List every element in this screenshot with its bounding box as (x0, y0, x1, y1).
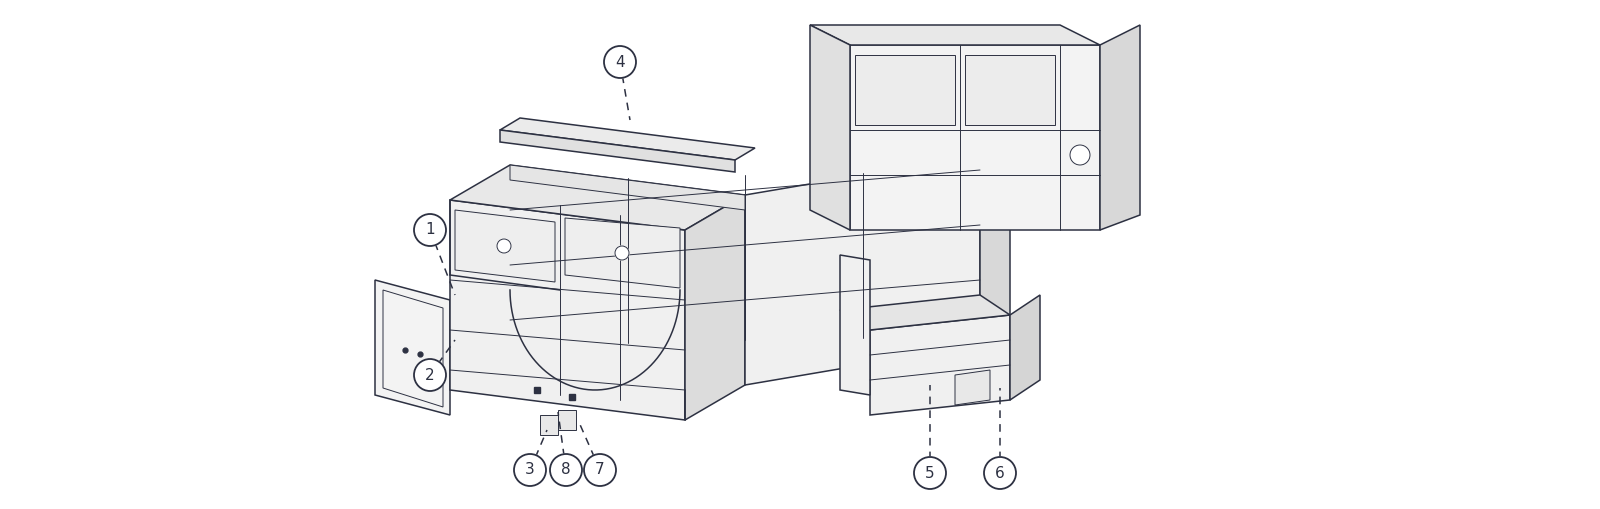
Polygon shape (810, 25, 850, 230)
Circle shape (984, 457, 1016, 489)
Polygon shape (558, 410, 576, 430)
Polygon shape (382, 290, 443, 407)
Polygon shape (499, 118, 755, 160)
Polygon shape (955, 370, 990, 405)
Polygon shape (854, 55, 955, 125)
Text: 4: 4 (614, 54, 626, 70)
Circle shape (605, 46, 637, 78)
Polygon shape (746, 155, 979, 385)
Circle shape (414, 359, 446, 391)
Polygon shape (840, 295, 1010, 330)
Text: 7: 7 (595, 463, 605, 477)
Circle shape (514, 454, 546, 486)
Text: 2: 2 (426, 367, 435, 382)
Polygon shape (565, 218, 680, 288)
Circle shape (414, 214, 446, 246)
Polygon shape (965, 55, 1054, 125)
Circle shape (914, 457, 946, 489)
Text: 3: 3 (525, 463, 534, 477)
Polygon shape (870, 315, 1010, 415)
Polygon shape (454, 210, 555, 282)
Circle shape (584, 454, 616, 486)
Polygon shape (510, 165, 746, 210)
Polygon shape (450, 165, 746, 230)
Text: 1: 1 (426, 222, 435, 238)
Circle shape (614, 246, 629, 260)
Circle shape (498, 239, 510, 253)
Text: 8: 8 (562, 463, 571, 477)
Circle shape (1074, 149, 1086, 161)
Polygon shape (685, 195, 746, 420)
Polygon shape (374, 280, 450, 415)
Circle shape (1070, 145, 1090, 165)
Text: 5: 5 (925, 466, 934, 480)
Circle shape (550, 454, 582, 486)
Polygon shape (979, 150, 1010, 345)
Polygon shape (450, 200, 685, 420)
Polygon shape (840, 255, 870, 395)
Polygon shape (1101, 25, 1139, 230)
Polygon shape (1010, 295, 1040, 400)
Text: 6: 6 (995, 466, 1005, 480)
Polygon shape (810, 25, 1101, 45)
Polygon shape (499, 130, 734, 172)
Polygon shape (850, 45, 1101, 230)
Polygon shape (541, 415, 558, 435)
